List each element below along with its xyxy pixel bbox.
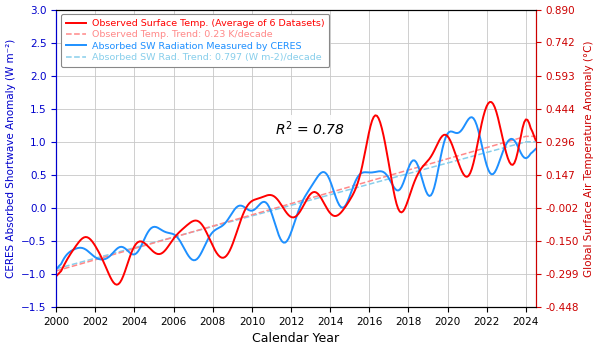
Legend: Observed Surface Temp. (Average of 6 Datasets), Observed Temp. Trend: 0.23 K/dec: Observed Surface Temp. (Average of 6 Dat… xyxy=(61,14,329,67)
Y-axis label: Global Surface Air Temperature Anomaly (°C): Global Surface Air Temperature Anomaly (… xyxy=(584,40,595,277)
X-axis label: Calendar Year: Calendar Year xyxy=(253,332,340,345)
Y-axis label: CERES Absorbed Shortwave Anomaly (W m⁻²): CERES Absorbed Shortwave Anomaly (W m⁻²) xyxy=(5,39,16,278)
Text: $R^2$ = 0.78: $R^2$ = 0.78 xyxy=(275,119,345,138)
